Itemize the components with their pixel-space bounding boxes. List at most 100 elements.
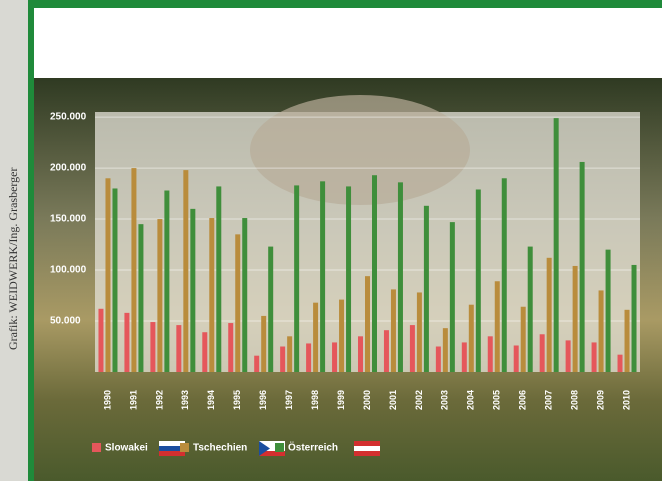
bar <box>242 218 247 372</box>
bar <box>547 258 552 372</box>
x-tick-label: 2002 <box>414 390 424 410</box>
bar <box>410 325 415 372</box>
x-tick-label: 2004 <box>466 390 476 410</box>
bar <box>216 186 221 372</box>
legend-flag <box>354 446 380 451</box>
bar <box>294 185 299 372</box>
bar <box>514 345 519 372</box>
chart: Grafik: WEIDWERK/Ing. Grasberger 50.000 1… <box>0 0 662 481</box>
bar <box>462 342 467 372</box>
bar <box>150 322 155 372</box>
bar <box>138 224 143 372</box>
bar <box>580 162 585 372</box>
bar <box>280 347 285 372</box>
y-tick-label: 150.000 <box>50 214 87 225</box>
y-tick-label: 100.000 <box>50 265 87 276</box>
legend-swatch <box>275 443 284 452</box>
bar <box>320 181 325 372</box>
bar <box>254 356 259 372</box>
legend-label: Slowakei <box>105 443 148 454</box>
x-tick-label: 1997 <box>284 390 294 410</box>
bar <box>164 191 169 372</box>
bar <box>346 186 351 372</box>
bar <box>261 316 266 372</box>
x-tick-label: 2005 <box>492 390 502 410</box>
bar <box>573 266 578 372</box>
bar <box>365 276 370 372</box>
x-tick-label: 1992 <box>154 390 164 410</box>
bar <box>313 303 318 372</box>
hare-illustration <box>250 95 470 205</box>
y-tick-label: 50.000 <box>50 316 81 327</box>
x-tick-label: 1995 <box>232 390 242 410</box>
bar <box>306 343 311 372</box>
source-credit: Grafik: WEIDWERK/Ing. Grasberger <box>6 168 20 351</box>
x-tick-label: 1991 <box>128 390 138 410</box>
bar <box>112 188 117 372</box>
x-tick-label: 1998 <box>310 390 320 410</box>
bar <box>443 328 448 372</box>
bar <box>625 310 630 372</box>
x-tick-label: 2001 <box>388 390 398 410</box>
x-tick-label: 1994 <box>206 390 216 410</box>
bar <box>566 340 571 372</box>
bar <box>502 178 507 372</box>
bar <box>417 292 422 372</box>
legend-flag <box>354 441 380 446</box>
bar <box>488 336 493 372</box>
bar <box>202 332 207 372</box>
bar <box>632 265 637 372</box>
y-tick-label: 250.000 <box>50 112 87 123</box>
bar <box>450 222 455 372</box>
bar <box>554 118 559 372</box>
bar <box>105 178 110 372</box>
bar <box>521 307 526 372</box>
bar <box>98 309 103 372</box>
bar <box>190 209 195 372</box>
bar <box>618 355 623 372</box>
x-tick-label: 1993 <box>180 390 190 410</box>
bar <box>157 219 162 372</box>
x-tick-label: 2003 <box>440 390 450 410</box>
bar <box>235 234 240 372</box>
bar <box>268 247 273 372</box>
x-tick-label: 2008 <box>569 390 579 410</box>
bar <box>372 175 377 372</box>
x-tick-label: 2009 <box>595 390 605 410</box>
bar <box>469 305 474 372</box>
bar <box>131 168 136 372</box>
bar <box>124 313 129 372</box>
bar <box>592 342 597 372</box>
bar <box>384 330 389 372</box>
bar <box>332 342 337 372</box>
bar <box>358 336 363 372</box>
x-tick-label: 2010 <box>621 390 631 410</box>
bar <box>495 281 500 372</box>
bar <box>209 218 214 372</box>
legend-swatch <box>180 443 189 452</box>
x-tick-label: 2007 <box>544 390 554 410</box>
bar <box>228 323 233 372</box>
legend-flag <box>354 451 380 456</box>
x-tick-label: 1999 <box>336 390 346 410</box>
bar <box>339 300 344 372</box>
x-tick-label: 2000 <box>362 390 372 410</box>
x-tick-label: 2006 <box>518 390 528 410</box>
bar <box>599 290 604 372</box>
legend-label: Österreich <box>288 441 338 454</box>
x-tick-label: 1990 <box>102 390 112 410</box>
bar <box>287 336 292 372</box>
bar <box>528 247 533 372</box>
bar <box>183 170 188 372</box>
bar <box>398 182 403 372</box>
bar <box>540 334 545 372</box>
legend-label: Tschechien <box>193 443 247 454</box>
bar <box>424 206 429 372</box>
bar <box>476 189 481 372</box>
legend-swatch <box>92 443 101 452</box>
bar <box>176 325 181 372</box>
bar <box>606 250 611 372</box>
bar <box>391 289 396 372</box>
y-tick-label: 200.000 <box>50 163 87 174</box>
x-tick-label: 1996 <box>258 390 268 410</box>
